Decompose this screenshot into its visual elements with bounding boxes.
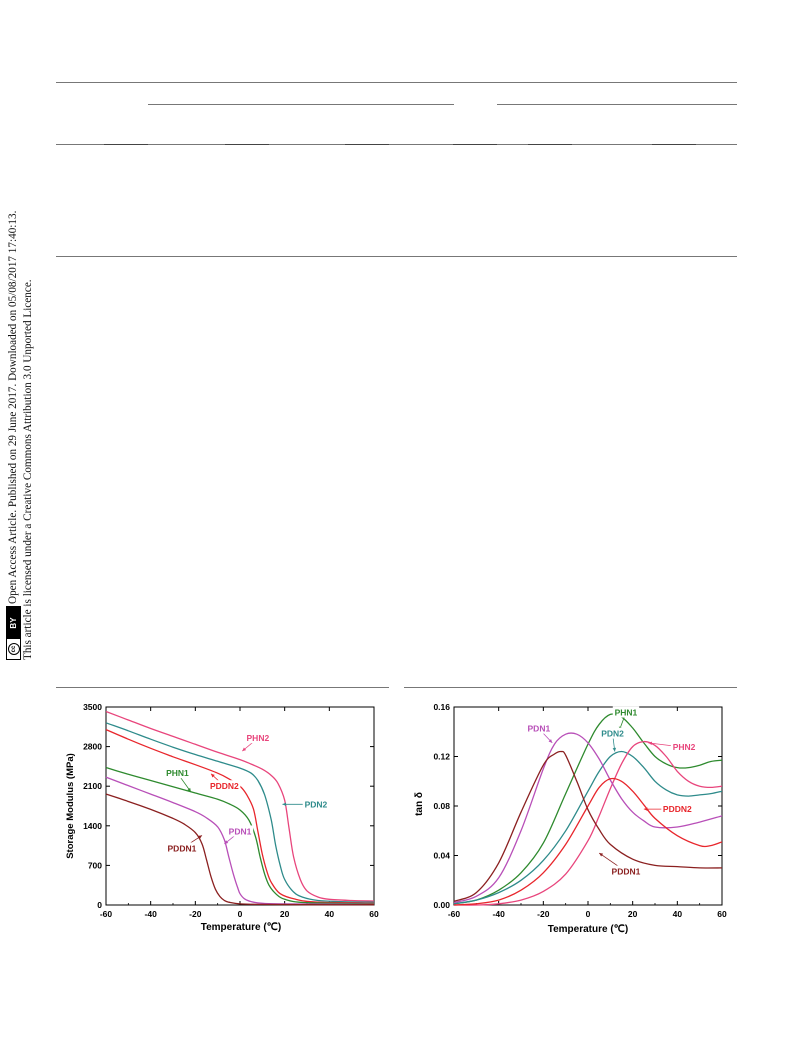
chart-a-annotation-arrowhead-pdn2 <box>282 802 287 807</box>
chart-a-ytick-label: 2800 <box>83 742 102 752</box>
figure-left-top-rule <box>56 687 389 688</box>
chart-a-annotation-phn2: PHN2 <box>247 733 270 743</box>
chart-b-annotation-bg-pdn1 <box>525 722 553 734</box>
chart-a-xtick-label: 0 <box>238 909 243 919</box>
chart-a-ylabel: Storage Modulus (MPa) <box>65 753 76 859</box>
table-header-rule <box>56 144 737 145</box>
chart-a-series-phn2 <box>105 710 375 902</box>
chart-a-series-pddn1 <box>105 793 375 906</box>
chart-b-ytick-label: 0.12 <box>433 752 450 762</box>
chart-a-annotation-bg-phn2 <box>244 732 272 744</box>
table-header-seg-3 <box>345 144 389 145</box>
chart-a-annotation-arrowhead-phn2 <box>242 747 247 752</box>
chart-b-annotation-arrowhead-pddn2 <box>643 807 648 811</box>
chart-a-xtick-label: -40 <box>145 909 158 919</box>
chart-b-annotation-arrowhead-pdn2 <box>612 747 617 752</box>
licence-note[interactable]: This article is licensed under a Creativ… <box>22 279 34 660</box>
chart-a-series-pdn2 <box>105 722 375 903</box>
cc-icon: cc <box>7 639 20 659</box>
chart-b-annotation-arrowhead-phn2 <box>648 741 653 746</box>
chart-b-ytick-label: 0.00 <box>433 900 450 910</box>
table-header-seg-2 <box>225 144 269 145</box>
chart-a-xtick-label: 40 <box>325 909 335 919</box>
table-header-seg-5 <box>528 144 572 145</box>
chart-b-series-pddn2 <box>453 777 723 906</box>
chart-a-annotation-arrowhead-pdn1 <box>224 840 229 844</box>
table-header-seg-4 <box>453 144 497 145</box>
chart-b-xtick-label: 60 <box>717 909 727 919</box>
chart-a-annotation-bg-pdn1 <box>226 825 254 837</box>
table-header-seg-1 <box>104 144 148 145</box>
chart-b-series-phn2 <box>453 740 723 906</box>
chart-a-ytick-label: 2100 <box>83 781 102 791</box>
table-group-rule-right <box>497 104 737 105</box>
chart-b-xtick-label: 40 <box>673 909 683 919</box>
chart-b-annotation-phn1: PHN1 <box>615 708 638 718</box>
chart-a-annotation-arrowhead-pddn2 <box>210 773 215 778</box>
chart-b-annotation-bg-phn2 <box>670 741 698 753</box>
chart-b-annotation-pddn1: PDDN1 <box>612 867 641 877</box>
chart-a-annotation-bg-pddn1 <box>165 842 198 854</box>
chart-a-annotation-bg-pddn2 <box>208 780 241 792</box>
chart-b-xtick-label: -40 <box>493 909 506 919</box>
chart-a-annotation-pdn1: PDN1 <box>229 826 252 836</box>
chart-a-series-pddn2 <box>105 729 375 904</box>
chart-a-xtick-label: 60 <box>369 909 379 919</box>
chart-a-xtick-label: -60 <box>100 909 113 919</box>
chart-b-annotation-pdn2: PDN2 <box>601 729 624 739</box>
chart-b-xtick-label: 20 <box>628 909 638 919</box>
publication-note: Open Access Article. Published on 29 Jun… <box>7 210 19 604</box>
chart-b-ytick-label: 0.16 <box>433 702 450 712</box>
figure-right-top-rule <box>404 687 737 688</box>
chart-a-annotation-pddn2: PDDN2 <box>210 781 239 791</box>
chart-a-annotation-pdn2: PDN2 <box>305 799 328 809</box>
side-license-notice: cc BY Open Access Article. Published on … <box>4 0 38 660</box>
chart-a-annotation-arrowhead-pddn1 <box>198 835 203 839</box>
chart-b-annotation-arrowhead-pddn1 <box>599 853 604 857</box>
chart-a-series-pdn1 <box>105 776 375 906</box>
chart-b-series-pddn1 <box>453 750 723 902</box>
table-top-rule <box>56 82 737 83</box>
chart-b-ytick-label: 0.04 <box>433 851 450 861</box>
chart-b-annotation-pddn2: PDDN2 <box>663 804 692 814</box>
chart-b-annotation-arrowhead-pdn1 <box>548 739 553 743</box>
storage-modulus-chart: -60 -40 -20 0 20 40 60 0 700 1400 2100 2800 3500 PHN2… <box>65 702 379 933</box>
chart-b-ytick-label: 0.08 <box>433 801 450 811</box>
chart-a-annotation-arrowhead-phn1 <box>187 787 191 792</box>
chart-a-ytick-label: 700 <box>88 860 102 870</box>
cc-by-badge[interactable]: cc BY <box>6 606 21 660</box>
chart-b-annotation-pdn1: PDN1 <box>528 724 551 734</box>
chart-b-xtick-label: -60 <box>448 909 461 919</box>
chart-b-annotation-phn2: PHN2 <box>673 742 696 752</box>
chart-b-xlabel: Temperature (℃) <box>548 924 629 935</box>
chart-a-annotation-phn1: PHN1 <box>166 768 189 778</box>
chart-a-annotation-bg-phn1 <box>164 767 191 779</box>
by-label: BY <box>7 607 20 639</box>
chart-a-ytick-label: 0 <box>97 900 102 910</box>
chart-b-annotation-bg-pdn2 <box>599 727 626 739</box>
chart-a-series-phn1 <box>105 766 375 905</box>
table-header-seg-6 <box>652 144 696 145</box>
chart-a-xtick-label: -20 <box>189 909 202 919</box>
chart-a-annotation-bg-pdn2 <box>302 798 330 810</box>
chart-b-annotation-bg-pddn2 <box>661 803 694 815</box>
chart-b-series-pdn1 <box>453 732 723 904</box>
chart-a-ytick-label: 1400 <box>83 821 102 831</box>
chart-a-xlabel: Temperature (℃) <box>201 922 282 933</box>
chart-a-plot-frame <box>105 706 375 906</box>
table-bottom-rule <box>56 256 737 257</box>
tan-delta-chart: -60 -40 -20 0 20 40 60 0.00 0.04 0.08 0.12 0.16 PHN1… <box>414 702 727 935</box>
chart-b-series-pdn2 <box>453 750 723 905</box>
chart-b-ylabel: tan δ <box>414 792 425 816</box>
chart-b-annotation-bg-phn1 <box>612 706 640 718</box>
chart-a-xtick-label: 20 <box>280 909 290 919</box>
chart-b-xtick-label: -20 <box>537 909 550 919</box>
chart-a-ytick-label: 3500 <box>83 702 102 712</box>
table-group-rule-left <box>148 104 454 105</box>
chart-b-xtick-label: 0 <box>586 909 591 919</box>
chart-b-annotation-bg-pddn1 <box>609 865 642 877</box>
chart-a-annotation-pddn1: PDDN1 <box>168 843 197 853</box>
